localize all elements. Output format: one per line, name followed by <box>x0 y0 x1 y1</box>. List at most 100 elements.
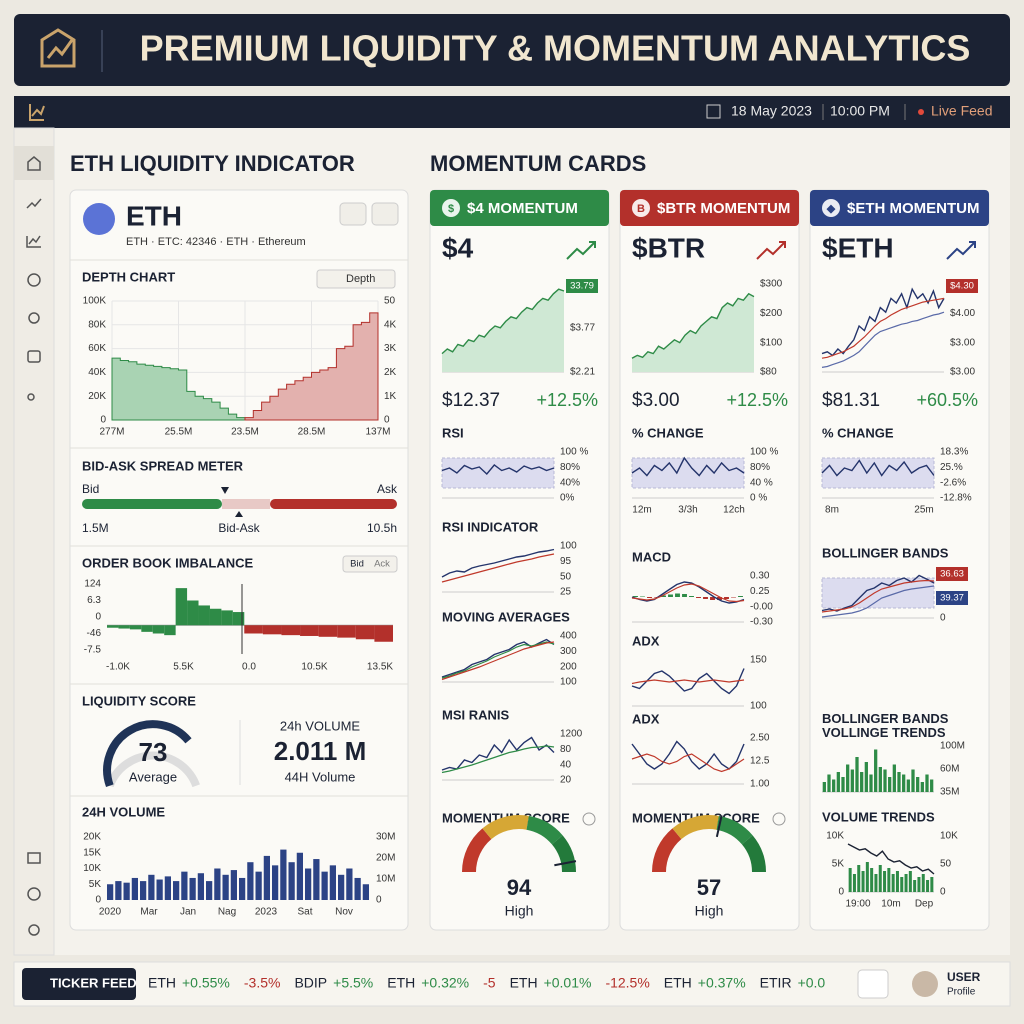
panel-title: MACD <box>632 549 671 564</box>
ticker-bar <box>13 961 1011 1007</box>
axis-label: 137M <box>365 427 390 438</box>
sidebar-active <box>14 146 54 180</box>
panel-title: % CHANGE <box>632 425 704 440</box>
ticker-item[interactable]: -3.5% <box>244 975 281 991</box>
ticker-item[interactable]: -5 <box>483 975 496 991</box>
line <box>441 553 555 583</box>
bar <box>865 862 869 892</box>
help-icon[interactable] <box>27 887 41 901</box>
icon-button[interactable] <box>371 202 399 226</box>
axis-label: 80% <box>750 462 770 473</box>
ticker-item[interactable]: +0.55% <box>182 975 230 991</box>
tag <box>936 567 968 581</box>
bar <box>860 772 864 792</box>
volume-bar <box>197 873 204 900</box>
area <box>632 293 754 372</box>
axis-label: 0 <box>376 895 382 906</box>
gauge-needle <box>554 860 577 867</box>
ticker-item[interactable]: ETH <box>510 975 538 991</box>
volume-bar <box>280 849 287 900</box>
report-icon[interactable] <box>27 852 41 864</box>
bar <box>661 595 666 597</box>
axis-label: 200 <box>560 661 577 672</box>
axis-label: $4.00 <box>950 308 975 319</box>
axis-label: 28.5M <box>298 427 326 438</box>
section-title: ETH LIQUIDITY INDICATOR <box>70 151 355 176</box>
line <box>631 581 745 604</box>
axis-label: 50 <box>560 571 572 582</box>
bid-bar <box>198 605 210 626</box>
chart-title: 24H VOLUME <box>82 804 165 819</box>
live-feed[interactable]: Live Feed <box>931 103 992 119</box>
chart-button[interactable] <box>857 969 889 999</box>
score-label: High <box>505 903 534 919</box>
volume-bar <box>313 859 320 900</box>
database-icon[interactable] <box>27 350 41 363</box>
volume-bar <box>107 884 114 900</box>
trend-icon[interactable] <box>26 198 42 209</box>
volume-bar <box>164 876 171 900</box>
bar <box>895 871 899 892</box>
ticker-item[interactable]: -12.5% <box>605 975 649 991</box>
axis-label: 40 % <box>750 477 773 488</box>
coin-symbol: B <box>637 203 645 215</box>
score-value: 73 <box>139 737 168 767</box>
ticker-item[interactable]: ETH <box>148 975 176 991</box>
card-header <box>810 190 989 226</box>
ask-bar <box>355 625 375 640</box>
bid-bar <box>141 625 153 632</box>
ticker-item[interactable]: +0.0 <box>798 975 826 991</box>
spread-mid-label: Bid-Ask <box>218 521 260 535</box>
volume-bar <box>288 862 295 900</box>
axis-label: 2K <box>384 367 397 378</box>
axis-label: 10M <box>376 874 395 885</box>
gear-icon[interactable] <box>28 924 40 936</box>
icon-button[interactable] <box>339 202 367 226</box>
settings-icon[interactable] <box>28 312 40 324</box>
header-bar <box>14 14 1010 86</box>
ticker-item[interactable]: +0.37% <box>698 975 746 991</box>
avatar[interactable] <box>912 971 938 997</box>
ask-bar <box>281 625 301 636</box>
change: +60.5% <box>916 390 978 410</box>
spread-right: Ask <box>377 482 398 496</box>
line <box>441 641 555 679</box>
home-icon[interactable] <box>27 156 41 171</box>
toggle[interactable] <box>342 555 398 573</box>
bar <box>841 777 845 792</box>
ticker-item[interactable]: +0.32% <box>421 975 469 991</box>
link-icon[interactable] <box>27 393 35 401</box>
tag-label: 39.37 <box>940 593 964 604</box>
tag <box>936 591 968 605</box>
symbol: $4 <box>442 232 474 263</box>
ticker-item[interactable]: ETH <box>387 975 415 991</box>
axis-label: 1K <box>384 391 397 402</box>
bar <box>738 596 743 597</box>
axis-label: 25 <box>560 587 572 598</box>
ticker-item[interactable]: +5.5% <box>333 975 373 991</box>
bar <box>921 874 925 892</box>
axis-label: -46 <box>87 628 102 639</box>
toggle[interactable] <box>316 269 396 289</box>
volume-sub: 44H Volume <box>285 769 356 784</box>
axis-label: 0% <box>560 493 575 504</box>
axis-label: 2.50 <box>750 733 770 744</box>
ticker-item[interactable]: BDIP <box>294 975 327 991</box>
axis-label: -0.30 <box>750 617 773 628</box>
chart-icon[interactable] <box>26 235 41 248</box>
clock-icon[interactable] <box>27 273 41 287</box>
bar <box>925 774 929 792</box>
axis-label: $3.00 <box>950 367 975 378</box>
user-profile[interactable]: Profile <box>947 987 976 998</box>
volume-bar <box>123 882 130 900</box>
ticker-item[interactable]: ETIR <box>760 975 792 991</box>
user-name[interactable]: USER <box>947 970 981 984</box>
ticker-item[interactable]: ETH <box>664 975 692 991</box>
axis-label: 400 <box>560 631 577 642</box>
ticker-item[interactable]: +0.01% <box>544 975 592 991</box>
axis-label: 10K <box>83 863 101 874</box>
panel-title: BOLLINGER BANDS VOLLINGE TRENDS <box>822 711 949 740</box>
axis-label: 124 <box>84 579 101 590</box>
bar <box>874 874 878 892</box>
coin-icon <box>632 199 650 217</box>
